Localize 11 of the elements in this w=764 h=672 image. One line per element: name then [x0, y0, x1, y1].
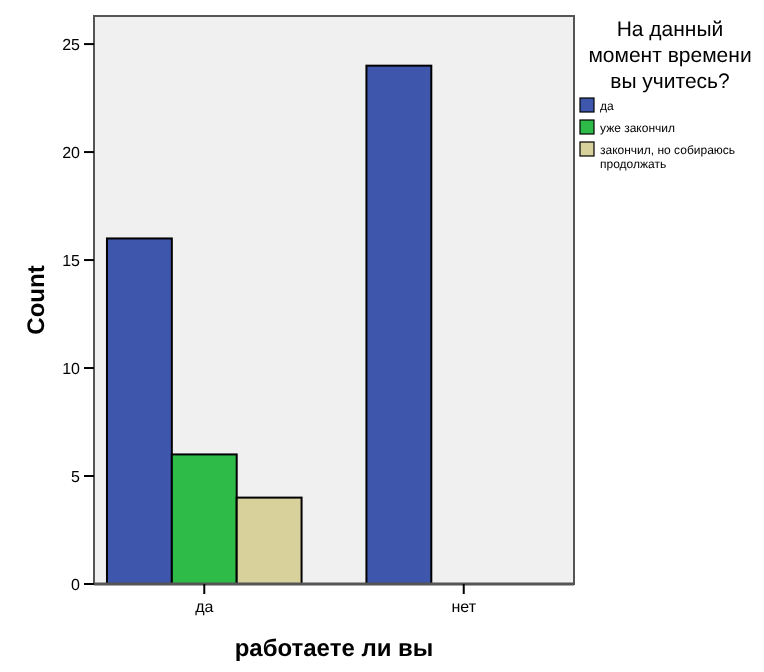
- x-axis-title: работаете ли вы: [234, 634, 434, 662]
- y-tick-label: 10: [62, 359, 82, 378]
- y-tick-label: 15: [62, 251, 82, 270]
- y-tick-label: 20: [62, 143, 82, 162]
- x-tick-label: нет: [451, 598, 477, 616]
- y-tick-label: 5: [71, 467, 82, 486]
- bar: [365, 64, 433, 585]
- y-tick-label: 0: [71, 575, 82, 594]
- y-axis-title: Count: [22, 265, 50, 335]
- legend-title: На данный момент времени вы учитесь?: [588, 18, 752, 94]
- y-tick-label: 25: [62, 35, 82, 54]
